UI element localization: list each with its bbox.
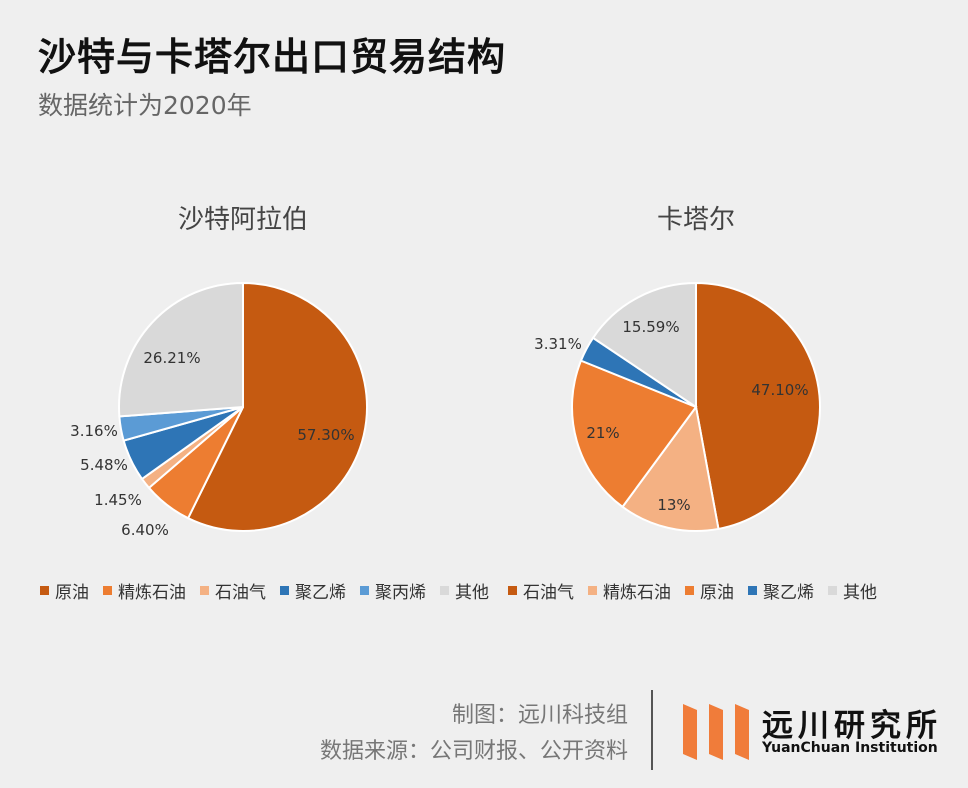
data-label-saudi-1: 6.40%	[121, 521, 169, 539]
legend-item-qatar-4: 其他	[828, 578, 877, 603]
data-label-qatar-0: 47.10%	[751, 381, 808, 399]
data-label-saudi-0: 57.30%	[297, 426, 354, 444]
legend-swatch	[748, 586, 757, 595]
data-label-qatar-4: 15.59%	[622, 318, 679, 336]
legend-item-saudi-5: 其他	[440, 578, 489, 603]
legend-swatch	[200, 586, 209, 595]
legend-item-qatar-3: 聚乙烯	[748, 578, 814, 603]
legend-label: 聚乙烯	[295, 583, 346, 603]
pie-qatar: 47.10% 13% 21% 3.31% 15.59%	[534, 281, 821, 532]
legend-swatch	[40, 586, 49, 595]
legend-swatch	[280, 586, 289, 595]
legend-label: 聚乙烯	[763, 583, 814, 603]
legend-swatch	[828, 586, 837, 595]
page-subtitle: 数据统计为2020年	[38, 91, 252, 120]
legend-swatch	[588, 586, 597, 595]
legend-swatch	[508, 586, 517, 595]
legend-item-saudi-0: 原油	[40, 578, 89, 603]
legend-label: 精炼石油	[118, 583, 186, 603]
pie-slice-qatar-0	[695, 281, 821, 531]
pie-slice-qatar-4	[591, 281, 697, 409]
legend-swatch	[360, 586, 369, 595]
pie-slice-qatar-2	[571, 359, 698, 509]
legend-label: 石油气	[523, 583, 574, 603]
data-label-qatar-1: 13%	[657, 496, 690, 514]
footer-divider	[651, 690, 653, 770]
legend-item-saudi-2: 石油气	[200, 578, 266, 603]
legend-swatch	[440, 586, 449, 595]
legend-label: 精炼石油	[603, 583, 671, 603]
legend-label: 原油	[55, 583, 89, 603]
pie-slice-qatar-1	[621, 404, 720, 532]
data-label-saudi-2: 1.45%	[94, 491, 142, 509]
chart-title-saudi: 沙特阿拉伯	[178, 205, 308, 235]
pie-slice-saudi-5	[118, 281, 244, 418]
chart-title-qatar: 卡塔尔	[657, 205, 735, 235]
legend-label: 原油	[700, 583, 734, 603]
data-label-saudi-3: 5.48%	[80, 456, 128, 474]
legend-qatar: 石油气 精炼石油 原油 聚乙烯 其他	[508, 578, 891, 603]
legend-label: 其他	[843, 583, 877, 603]
legend-item-qatar-0: 石油气	[508, 578, 574, 603]
legend-label: 聚丙烯	[375, 583, 426, 603]
legend-saudi: 原油 精炼石油 石油气 聚乙烯 聚丙烯 其他	[40, 578, 503, 603]
data-label-qatar-3: 3.31%	[534, 335, 582, 353]
data-label-saudi-5: 26.21%	[143, 349, 200, 367]
legend-label: 其他	[455, 583, 489, 603]
logo-english-name: YuanChuan Institution	[762, 740, 938, 756]
legend-item-qatar-2: 原油	[685, 578, 734, 603]
data-label-qatar-2: 21%	[586, 424, 619, 442]
pie-slice-saudi-0	[186, 281, 368, 532]
page-title: 沙特与卡塔尔出口贸易结构	[38, 35, 507, 79]
pie-saudi: 57.30% 6.40% 1.45% 5.48% 3.16% 26.21%	[70, 281, 368, 539]
logo-bars-icon	[683, 704, 749, 760]
footer-made-by: 制图：远川科技组	[451, 703, 628, 728]
legend-swatch	[103, 586, 112, 595]
legend-item-saudi-1: 精炼石油	[103, 578, 186, 603]
data-label-saudi-4: 3.16%	[70, 422, 118, 440]
legend-label: 石油气	[215, 583, 266, 603]
logo-name: 远川研究所	[762, 708, 942, 744]
footer-source: 数据来源：公司财报、公开资料	[319, 739, 628, 764]
legend-item-saudi-4: 聚丙烯	[360, 578, 426, 603]
legend-item-saudi-3: 聚乙烯	[280, 578, 346, 603]
legend-item-qatar-1: 精炼石油	[588, 578, 671, 603]
legend-swatch	[685, 586, 694, 595]
